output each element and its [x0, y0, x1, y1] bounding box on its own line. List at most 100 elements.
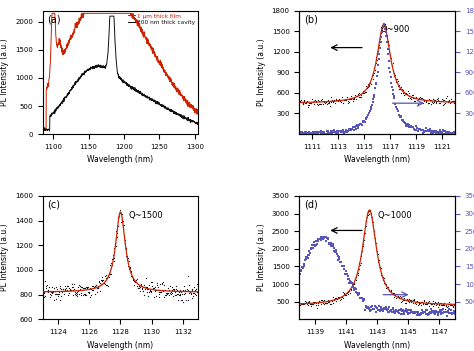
Point — [420, 98, 428, 104]
Point — [403, 122, 410, 128]
Point — [50, 289, 57, 294]
Point — [359, 88, 366, 94]
Line: 1 μm thick film: 1 μm thick film — [43, 13, 198, 130]
Point — [45, 289, 52, 295]
Point — [345, 276, 353, 282]
Point — [328, 298, 336, 304]
Point — [430, 99, 438, 105]
Point — [331, 248, 338, 254]
Point — [304, 104, 312, 110]
Point — [370, 70, 378, 75]
1 μm thick film — [49, 11, 55, 15]
Point — [429, 308, 437, 314]
Point — [451, 311, 459, 317]
Point — [363, 114, 371, 120]
Point — [325, 99, 333, 105]
Point — [349, 97, 357, 102]
Point — [389, 291, 396, 296]
Point — [418, 307, 426, 312]
Point — [323, 128, 331, 134]
Point — [371, 67, 379, 73]
Point — [407, 124, 414, 130]
Point — [326, 240, 333, 246]
Point — [140, 282, 148, 288]
Point — [301, 130, 309, 135]
Point — [160, 287, 167, 292]
Point — [451, 100, 459, 106]
Point — [430, 310, 438, 316]
Point — [100, 280, 108, 286]
Point — [296, 98, 303, 104]
Point — [194, 289, 202, 294]
Point — [399, 118, 406, 124]
Point — [338, 264, 346, 269]
Point — [380, 21, 388, 26]
Point — [414, 128, 422, 134]
Point — [368, 214, 376, 219]
Point — [407, 97, 414, 102]
Point — [406, 307, 413, 313]
Point — [438, 309, 445, 314]
Point — [181, 283, 188, 289]
Point — [404, 123, 411, 128]
Point — [324, 297, 331, 302]
Point — [342, 128, 349, 134]
Point — [444, 309, 452, 315]
Point — [335, 257, 343, 262]
Point — [313, 305, 321, 310]
Point — [347, 127, 355, 132]
Point — [121, 237, 128, 243]
Point — [60, 288, 68, 294]
Point — [174, 297, 182, 303]
Point — [444, 100, 452, 105]
Point — [365, 83, 373, 88]
Point — [391, 95, 398, 101]
Point — [436, 100, 444, 106]
Point — [150, 285, 157, 291]
Point — [176, 291, 184, 297]
Point — [310, 130, 317, 135]
Point — [309, 299, 316, 304]
Point — [393, 106, 401, 111]
Point — [436, 302, 443, 307]
Point — [346, 127, 354, 133]
Point — [117, 219, 125, 225]
Point — [424, 128, 432, 134]
Point — [58, 293, 65, 299]
Point — [297, 97, 304, 103]
Point — [306, 302, 314, 307]
Point — [71, 289, 79, 294]
Point — [145, 286, 152, 292]
Point — [42, 283, 50, 289]
Point — [81, 291, 88, 297]
Text: Q~1000: Q~1000 — [377, 211, 412, 220]
Point — [425, 304, 433, 309]
Point — [304, 253, 312, 258]
Point — [373, 54, 380, 59]
Point — [377, 306, 385, 311]
Point — [56, 297, 64, 303]
Point — [327, 240, 335, 245]
Point — [410, 126, 418, 132]
Point — [430, 130, 438, 135]
Point — [429, 304, 437, 309]
Point — [370, 306, 378, 312]
Point — [322, 300, 329, 306]
Point — [148, 279, 155, 285]
Point — [359, 243, 366, 249]
Point — [163, 291, 171, 297]
Point — [408, 298, 416, 304]
Point — [139, 288, 146, 293]
Point — [313, 101, 321, 107]
Point — [349, 284, 357, 290]
Point — [320, 129, 328, 135]
Point — [360, 297, 368, 302]
Point — [345, 291, 352, 297]
Point — [386, 289, 393, 294]
Point — [397, 84, 404, 90]
Point — [160, 294, 168, 299]
Point — [447, 99, 455, 105]
Point — [319, 130, 326, 136]
Point — [428, 308, 436, 313]
Point — [113, 230, 121, 236]
